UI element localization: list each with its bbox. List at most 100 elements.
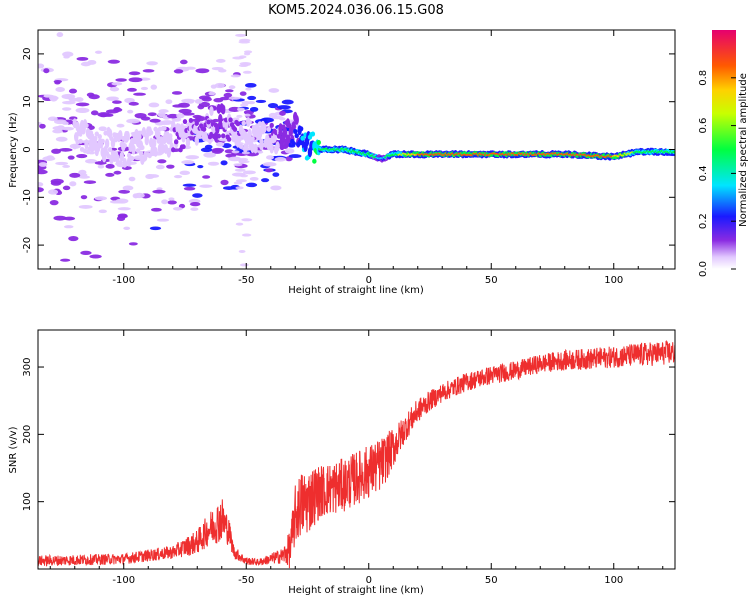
spectrogram-cell — [118, 189, 131, 194]
spectrogram-cell — [202, 175, 211, 179]
spectrogram-cell — [38, 182, 44, 187]
spectrogram-cell — [199, 184, 213, 188]
spectrogram-cell — [201, 126, 207, 132]
spectrogram-cell — [50, 178, 64, 184]
spectrogram-cell — [75, 107, 90, 114]
spectrogram-cell — [68, 235, 79, 242]
spectrogram-cell — [228, 96, 241, 100]
spectrogram-x-axis-label: Height of straight line (km) — [288, 285, 424, 296]
spectrogram-cell — [196, 116, 201, 122]
spectrogram-cell — [38, 63, 45, 69]
spectrogram-cell — [228, 117, 233, 123]
spectrogram-cell — [238, 249, 246, 253]
spectrogram-cell — [270, 185, 282, 191]
spectrogram-cell — [145, 173, 155, 180]
spectrogram-cell — [272, 132, 277, 143]
spectrogram-cell — [244, 113, 251, 117]
spectrogram-cell — [241, 151, 251, 155]
spectrogram-cell — [209, 106, 214, 117]
spectrogram-cell — [247, 128, 252, 139]
spectrogram-cell — [131, 144, 136, 155]
spectrogram-cell — [181, 98, 195, 103]
spectrogram-cell — [215, 142, 225, 147]
spectrogram-cell — [266, 126, 271, 132]
spectrogram-cell — [197, 104, 205, 110]
spectrogram-cell — [122, 157, 127, 168]
spectrogram-cell — [235, 121, 241, 127]
spectrogram-cell — [298, 126, 304, 132]
spectrogram-cell — [107, 128, 113, 139]
spectrogram-cell — [148, 102, 160, 108]
spectrogram-cell — [160, 120, 174, 124]
spectrogram-cell — [122, 143, 127, 149]
spectrogram-cell — [94, 196, 107, 201]
spectrogram-cell — [282, 127, 288, 138]
spectrogram-cell — [233, 163, 243, 167]
spectrogram-cell — [281, 99, 294, 105]
spectrogram-cell — [97, 164, 105, 169]
spectrogram-cell — [54, 119, 67, 125]
spectrogram-x-tick-label: 50 — [485, 275, 498, 286]
spectrogram-cell — [232, 56, 244, 60]
spectrogram-cell — [253, 143, 258, 154]
spectrogram-cell — [221, 143, 232, 149]
spectrogram-cell — [204, 144, 213, 149]
snr-x-tick-label: 50 — [485, 575, 498, 586]
spectrogram-cell — [171, 117, 182, 122]
spectrogram-cell — [247, 95, 257, 101]
spectrogram-cell — [239, 263, 249, 267]
spectrogram-cell — [213, 131, 219, 142]
spectrogram-cell — [288, 126, 294, 137]
spectrogram-cell — [168, 197, 175, 201]
spectrogram-cell — [69, 181, 77, 187]
spectrogram-cell — [173, 175, 183, 179]
spectrogram-cell — [241, 218, 253, 222]
spectrogram-cell — [140, 145, 145, 151]
snr-y-ticks: 100 200 300 — [22, 357, 675, 511]
spectrogram-cell — [233, 181, 243, 185]
spectrogram-cell — [152, 189, 166, 194]
spectrogram-cell — [61, 93, 76, 100]
spectrogram-cell — [223, 92, 233, 98]
spectrogram-cell — [94, 50, 103, 54]
spectrogram-cell — [47, 116, 58, 122]
spectrogram-cell — [149, 118, 161, 123]
spectrogram-cell — [76, 56, 89, 61]
spectrogram-cell — [278, 130, 283, 136]
spectrogram-cell — [128, 71, 141, 76]
spectrogram-cell — [262, 162, 277, 167]
spectrogram-cell — [181, 160, 195, 165]
spectrogram-cell — [216, 133, 222, 139]
spectrogram-cell — [78, 175, 91, 179]
spectrogram-cell — [129, 155, 135, 161]
spectrogram-cell — [166, 147, 172, 158]
spectrogram-cell — [672, 150, 675, 154]
spectrogram-cell — [78, 138, 83, 144]
spectrogram-cell — [109, 200, 124, 204]
spectrogram-cell — [243, 170, 256, 175]
spectrogram-cell — [230, 74, 241, 78]
spectrogram-cell — [68, 88, 78, 94]
spectrogram-cell — [61, 107, 72, 111]
snr-x-tick-label: 100 — [604, 575, 623, 586]
spectrogram-cell — [238, 160, 250, 164]
spectrogram-cell — [55, 136, 68, 142]
spectrogram-cell — [157, 111, 166, 118]
spectrogram-cell — [238, 143, 244, 149]
snr-series-line — [38, 340, 675, 569]
spectrogram-cell — [240, 103, 249, 107]
spectrogram-cell — [203, 152, 216, 158]
spectrogram-cell — [105, 172, 115, 177]
colorbar-tick-label: 0.4 — [698, 165, 709, 181]
spectrogram-cell — [291, 141, 296, 147]
spectrogram-cell — [207, 161, 220, 166]
spectrogram-cell — [215, 58, 226, 63]
spectrogram-cell — [235, 186, 244, 190]
spectrogram-cell — [219, 96, 231, 101]
spectrogram-cell — [218, 68, 227, 73]
spectrogram-cell — [214, 82, 226, 89]
spectrogram-cell — [46, 155, 55, 161]
spectrogram-cell — [150, 207, 162, 212]
spectrogram-cell — [182, 183, 197, 187]
spectrogram-cell — [104, 138, 110, 149]
